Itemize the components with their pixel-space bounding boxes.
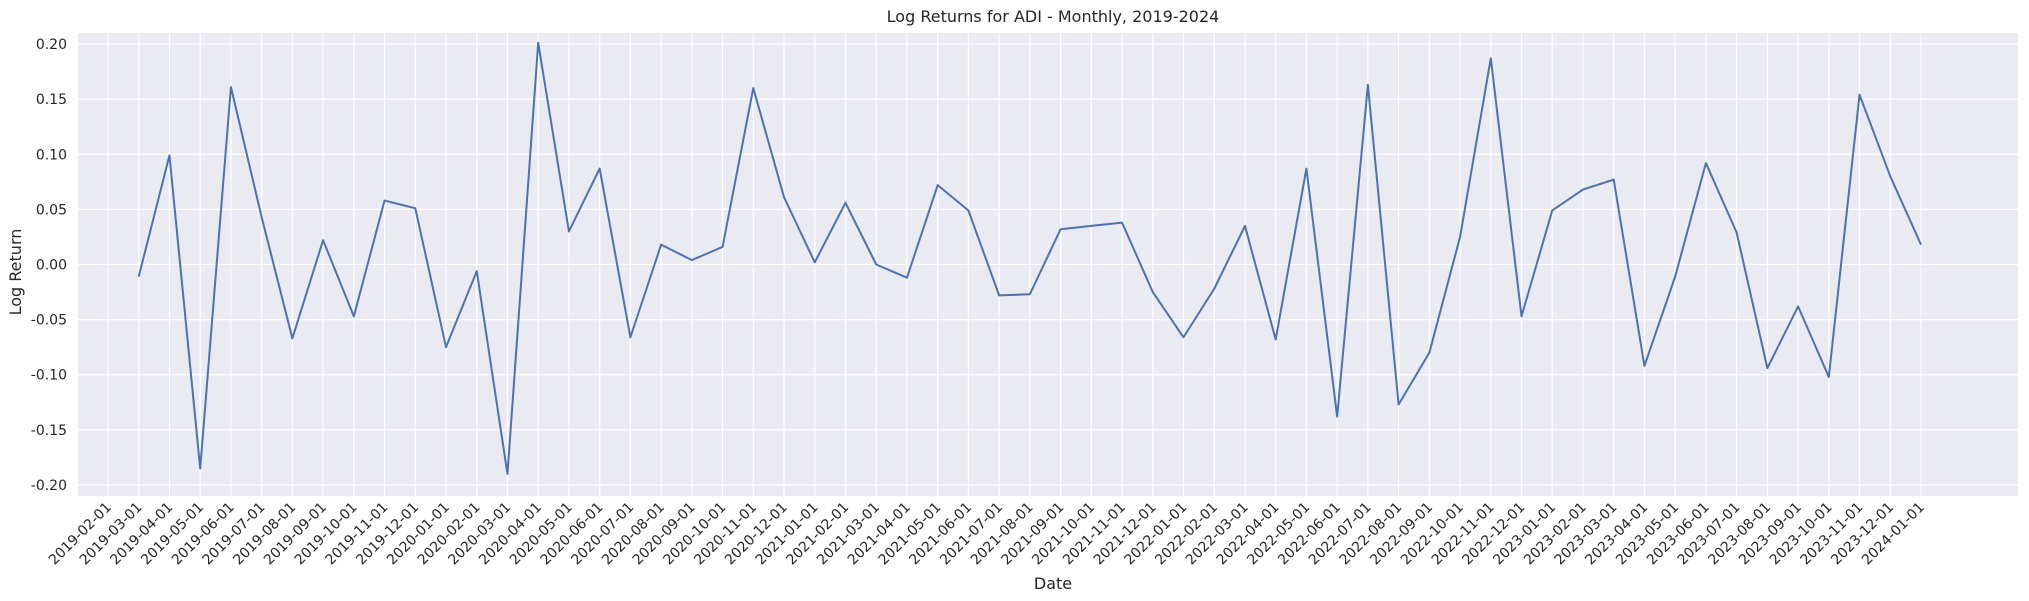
series-lines [137, 41, 1922, 475]
y-tick-label: 0.05 [36, 202, 67, 218]
y-tick-label: 0.15 [36, 92, 67, 108]
y-tick-label: -0.10 [31, 368, 67, 384]
y-tick-label: -0.15 [31, 423, 67, 439]
x-tick-labels: 2019-02-012019-03-012019-04-012019-05-01… [46, 500, 1928, 569]
y-tick-label: -0.20 [31, 478, 67, 494]
y-tick-labels: -0.20 -0.15 -0.10 -0.05 0.00 0.05 0.10 0.15 0.20 [31, 37, 67, 494]
y-tick-label: 0.00 [36, 258, 67, 274]
y-tick-label: -0.05 [31, 313, 67, 329]
y-tick-label: 0.10 [36, 147, 67, 163]
grid-lines [78, 33, 2018, 496]
y-axis-title: Log Return [6, 229, 25, 316]
chart-title: Log Returns for ADI - Monthly, 2019-2024 [887, 7, 1220, 26]
x-axis-title: Date [1034, 574, 1072, 593]
y-tick-label: 0.20 [36, 37, 67, 53]
